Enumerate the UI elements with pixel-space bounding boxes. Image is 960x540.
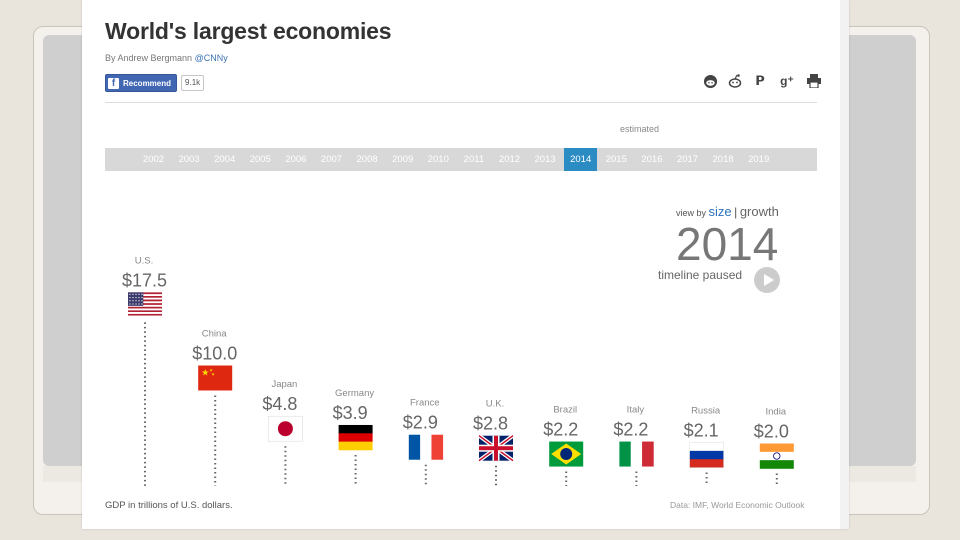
content-card	[82, 0, 849, 529]
chart-footnote: GDP in trillions of U.S. dollars.	[105, 500, 233, 511]
bar-uk[interactable]: $2.8 U.K.	[473, 399, 515, 486]
brazil-flag-icon	[549, 441, 584, 467]
timeline-year-2016[interactable]: 2016	[641, 154, 663, 165]
timeline-year-2013[interactable]: 2013	[534, 154, 556, 165]
facebook-recommend: f Recommend 9.1k	[105, 74, 205, 92]
pinterest-icon[interactable]: 𝗣	[755, 73, 765, 88]
timeline-year-2009[interactable]: 2009	[392, 154, 414, 165]
value-label: $2.0	[754, 422, 789, 442]
bar-france[interactable]: $2.9 France	[403, 398, 444, 486]
uk-flag-icon	[477, 434, 515, 463]
svg-text:★: ★	[201, 369, 209, 379]
reddit-icon[interactable]	[727, 73, 743, 89]
timeline-year-2005[interactable]: 2005	[249, 154, 271, 165]
bar-germany[interactable]: $3.9 Germany	[333, 388, 375, 486]
category-label: Brazil	[553, 405, 577, 416]
view-by-growth-option[interactable]: growth	[739, 204, 779, 219]
russia-flag-icon	[689, 442, 724, 468]
print-icon[interactable]	[806, 73, 822, 89]
bar-italy[interactable]: $2.2 Italy	[613, 405, 654, 486]
timeline-year-2012[interactable]: 2012	[498, 154, 521, 165]
timeline-year-2014[interactable]: 2014	[564, 148, 598, 171]
category-label: U.S.	[135, 255, 153, 266]
category-label: Germany	[335, 388, 374, 399]
google-plus-icon[interactable]: g⁺	[780, 74, 794, 88]
timeline-year-2019[interactable]: 2019	[748, 154, 770, 165]
timeline-year-2006[interactable]: 2006	[285, 154, 307, 165]
recommend-count: 9.1k	[181, 75, 205, 91]
byline: By Andrew Bergmann @CNNy	[105, 53, 228, 63]
card-edge	[840, 0, 849, 529]
facebook-icon: f	[108, 77, 119, 89]
bar-brazil[interactable]: $2.2 Brazil	[543, 405, 584, 486]
china-flag-icon: ★ ★★	[198, 365, 233, 391]
value-label: $17.5	[122, 270, 167, 290]
recommend-button[interactable]: f Recommend	[105, 74, 178, 92]
timeline-year-2010[interactable]: 2010	[427, 154, 449, 165]
value-label: $4.8	[262, 394, 297, 414]
timeline-year-2007[interactable]: 2007	[320, 154, 343, 165]
svg-text:★: ★	[211, 372, 215, 377]
share-toolbar: 𝗣 g⁺	[702, 73, 822, 89]
germany-flag-icon	[338, 424, 373, 451]
timeline-year-2002[interactable]: 2002	[142, 154, 165, 165]
year-timeline: 2002 2003 2004 2005 2006 2007 2008 2009 2010 2011…	[105, 148, 817, 171]
category-label: U.K.	[486, 399, 504, 410]
category-label: China	[202, 329, 228, 340]
france-flag-icon	[408, 434, 444, 460]
bar-india[interactable]: $2.0 India	[754, 407, 794, 487]
play-button[interactable]	[754, 267, 780, 293]
view-by-toggle: view by size | growth	[676, 204, 779, 219]
value-label: $2.9	[403, 413, 438, 433]
value-label: $2.1	[684, 421, 719, 441]
header-divider	[105, 102, 817, 103]
value-label: $3.9	[333, 403, 368, 423]
timeline-year-2003[interactable]: 2003	[178, 154, 200, 165]
value-label: $2.8	[473, 414, 508, 434]
byline-author: By Andrew Bergmann	[105, 53, 193, 63]
category-label: Japan	[271, 379, 297, 390]
italy-flag-icon	[619, 441, 654, 467]
byline-handle-link[interactable]: @CNNy	[194, 53, 228, 63]
timeline-year-2011[interactable]: 2011	[463, 154, 485, 165]
value-label: $2.2	[613, 420, 648, 440]
value-label: $2.2	[543, 420, 578, 440]
page-title: World's largest economies	[105, 18, 392, 44]
category-label: Russia	[691, 406, 721, 417]
view-by-separator: |	[734, 205, 738, 219]
timeline-year-2018[interactable]: 2018	[712, 154, 734, 165]
india-flag-icon	[759, 443, 794, 469]
timeline-year-2017[interactable]: 2017	[676, 154, 699, 165]
data-source: Data: IMF, World Economic Outlook	[670, 500, 805, 510]
view-by-label: view by	[676, 208, 707, 218]
bar-usa[interactable]: $17.5 U.S.	[122, 255, 167, 486]
view-by-size-option[interactable]: size	[708, 204, 732, 219]
category-label: India	[765, 407, 786, 418]
category-label: Italy	[627, 405, 645, 416]
usa-flag-icon	[128, 292, 162, 318]
category-label: France	[410, 398, 440, 409]
timeline-year-2004[interactable]: 2004	[214, 154, 236, 165]
estimated-label: estimated	[620, 124, 660, 134]
timeline-year-2015[interactable]: 2015	[605, 154, 627, 165]
bar-russia[interactable]: $2.1 Russia	[684, 406, 724, 486]
bar-japan[interactable]: $4.8 Japan	[262, 379, 303, 486]
timeline-status: timeline paused	[658, 268, 743, 282]
timeline-year-2008[interactable]: 2008	[356, 154, 378, 165]
current-year-display: 2014	[676, 218, 779, 270]
japan-flag-icon	[268, 415, 303, 442]
value-label: $10.0	[192, 344, 237, 364]
reddit-alien-icon[interactable]	[702, 73, 718, 89]
recommend-label: Recommend	[123, 78, 172, 88]
svg-text:★: ★	[209, 368, 213, 373]
